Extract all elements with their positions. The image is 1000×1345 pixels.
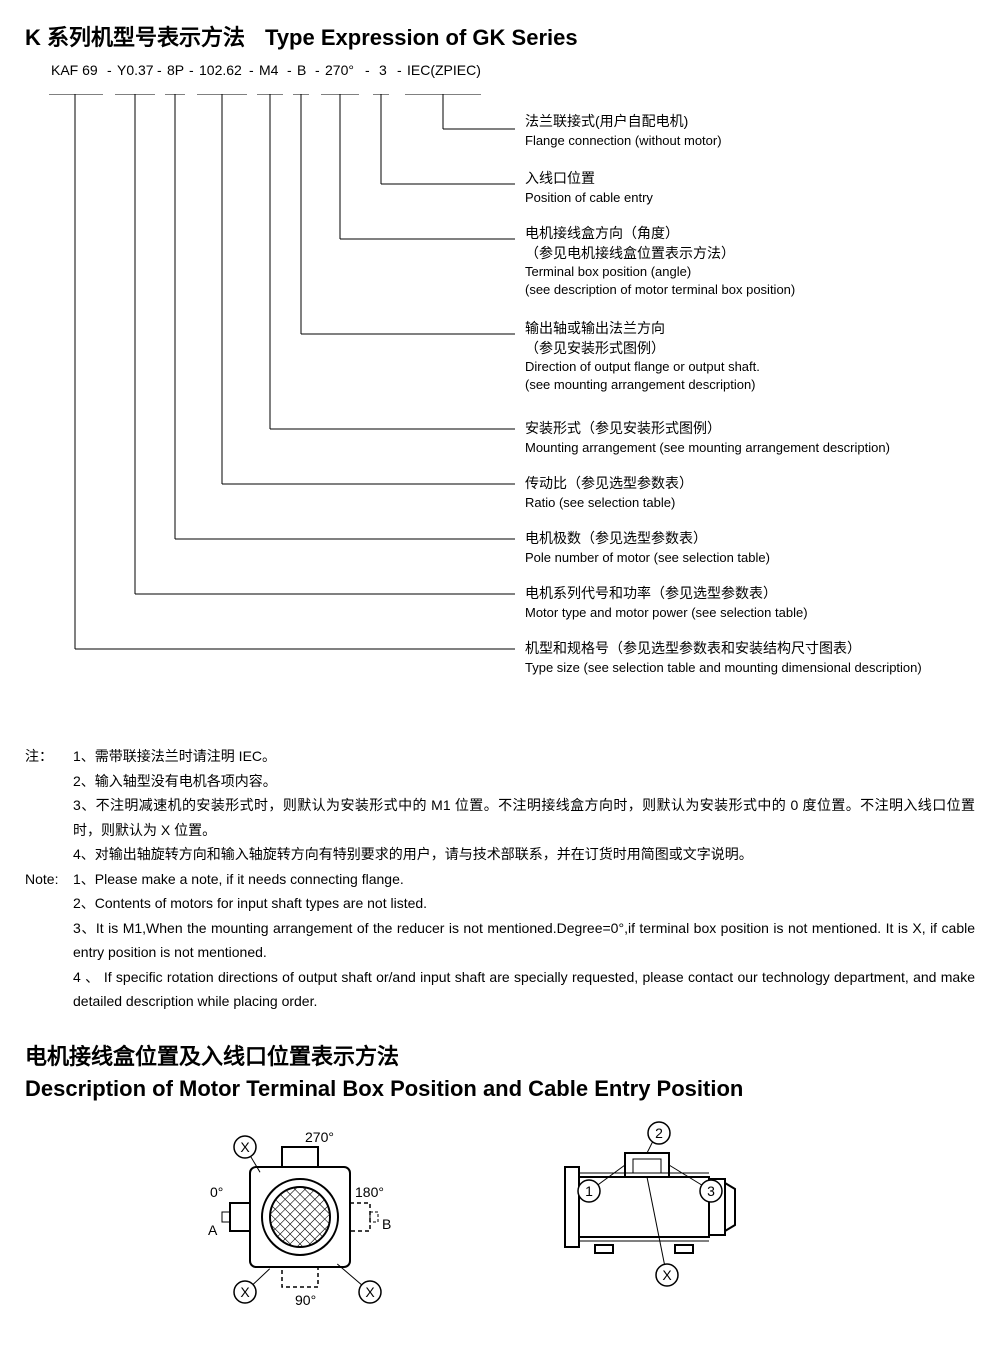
- note-text: 4 、 If specific rotation directions of o…: [73, 965, 975, 1014]
- description-block: 机型和规格号（参见选型参数表和安装结构尺寸图表）Type size (see s…: [525, 639, 922, 677]
- note-text: 1、Please make a note, if it needs connec…: [73, 867, 975, 892]
- note-label: 注：: [25, 744, 73, 769]
- code-segment: IEC(ZPIEC): [407, 62, 481, 78]
- svg-text:90°: 90°: [295, 1292, 316, 1307]
- code-segment: -: [157, 62, 162, 78]
- svg-text:X: X: [365, 1284, 375, 1300]
- note-cn-line: 注：1、需带联接法兰时请注明 IEC。: [25, 744, 975, 769]
- description-block: 输出轴或输出法兰方向（参见安装形式图例）Direction of output …: [525, 319, 760, 395]
- desc-en: Ratio (see selection table): [525, 494, 693, 512]
- code-segment: -: [189, 62, 194, 78]
- note-en-line: 3、It is M1,When the mounting arrangement…: [25, 916, 975, 965]
- desc-cn: 机型和规格号（参见选型参数表和安装结构尺寸图表）: [525, 639, 922, 659]
- note-en-line: Note:1、Please make a note, if it needs c…: [25, 867, 975, 892]
- motor-front-view: X X X 270° 90° 0° 180° A B: [185, 1117, 415, 1307]
- desc-en: Motor type and motor power (see selectio…: [525, 604, 808, 622]
- svg-text:3: 3: [707, 1183, 715, 1199]
- note-en-line: 4 、 If specific rotation directions of o…: [25, 965, 975, 1014]
- title-cn: K 系列机型号表示方法: [25, 20, 245, 52]
- desc-en: Position of cable entry: [525, 189, 653, 207]
- section2-title-en: Description of Motor Terminal Box Positi…: [25, 1076, 975, 1102]
- code-segment: 270°: [325, 62, 354, 78]
- code-segment: -: [365, 62, 370, 78]
- desc-en: Terminal box position (angle): [525, 263, 795, 281]
- desc-en: Direction of output flange or output sha…: [525, 358, 760, 376]
- section2-title-cn: 电机接线盒位置及入线口位置表示方法: [25, 1039, 975, 1071]
- svg-text:2: 2: [655, 1125, 663, 1141]
- code-segment: B: [297, 62, 306, 78]
- description-block: 电机极数（参见选型参数表）Pole number of motor (see s…: [525, 529, 770, 567]
- note-text: 1、需带联接法兰时请注明 IEC。: [73, 744, 975, 769]
- desc-cn: （参见电机接线盒位置表示方法）: [525, 244, 795, 264]
- notes-en: Note:1、Please make a note, if it needs c…: [25, 867, 975, 1014]
- desc-cn: 输出轴或输出法兰方向: [525, 319, 760, 339]
- desc-cn: 法兰联接式(用户自配电机): [525, 112, 722, 132]
- description-block: 法兰联接式(用户自配电机)Flange connection (without …: [525, 112, 722, 150]
- type-diagram: 法兰联接式(用户自配电机)Flange connection (without …: [25, 94, 975, 734]
- note-cn-line: 3、不注明减速机的安装形式时，则默认为安装形式中的 M1 位置。不注明接线盒方向…: [25, 793, 975, 842]
- desc-cn: 电机极数（参见选型参数表）: [525, 529, 770, 549]
- desc-en: Flange connection (without motor): [525, 132, 722, 150]
- svg-text:B: B: [382, 1216, 391, 1232]
- svg-text:A: A: [208, 1222, 218, 1238]
- description-block: 电机接线盒方向（角度）（参见电机接线盒位置表示方法）Terminal box p…: [525, 224, 795, 300]
- desc-cn: （参见安装形式图例）: [525, 339, 760, 359]
- desc-en: Mounting arrangement (see mounting arran…: [525, 439, 890, 457]
- note-cn-line: 2、输入轴型没有电机各项内容。: [25, 769, 975, 794]
- svg-text:X: X: [240, 1284, 250, 1300]
- note-en-line: 2、Contents of motors for input shaft typ…: [25, 891, 975, 916]
- code-segment: -: [287, 62, 292, 78]
- connector-lines: [25, 94, 525, 734]
- desc-en: (see mounting arrangement description): [525, 376, 760, 394]
- code-segment: 102.62: [199, 62, 242, 78]
- svg-text:1: 1: [585, 1183, 593, 1199]
- motor-diagrams: X X X 270° 90° 0° 180° A B 1 2 3 X: [25, 1117, 975, 1307]
- code-segment: M4: [259, 62, 278, 78]
- description-block: 电机系列代号和功率（参见选型参数表）Motor type and motor p…: [525, 584, 808, 622]
- note-text: 2、Contents of motors for input shaft typ…: [73, 891, 975, 916]
- code-segment: -: [107, 62, 112, 78]
- description-block: 传动比（参见选型参数表）Ratio (see selection table): [525, 474, 693, 512]
- description-block: 入线口位置Position of cable entry: [525, 169, 653, 207]
- desc-cn: 传动比（参见选型参数表）: [525, 474, 693, 494]
- code-segment: -: [315, 62, 320, 78]
- desc-cn: 入线口位置: [525, 169, 653, 189]
- title-en: Type Expression of GK Series: [265, 25, 578, 51]
- note-text: 2、输入轴型没有电机各项内容。: [73, 769, 975, 794]
- note-cn-line: 4、对输出轴旋转方向和输入轴旋转方向有特别要求的用户，请与技术部联系，并在订货时…: [25, 842, 975, 867]
- note-text: 3、不注明减速机的安装形式时，则默认为安装形式中的 M1 位置。不注明接线盒方向…: [73, 793, 975, 842]
- desc-cn: 电机接线盒方向（角度）: [525, 224, 795, 244]
- code-segment: -: [249, 62, 254, 78]
- note-text: 4、对输出轴旋转方向和输入轴旋转方向有特别要求的用户，请与技术部联系，并在订货时…: [73, 842, 975, 867]
- page-title-row: K 系列机型号表示方法 Type Expression of GK Series: [25, 20, 975, 52]
- code-segment: Y0.37: [117, 62, 154, 78]
- notes-section: 注：1、需带联接法兰时请注明 IEC。2、输入轴型没有电机各项内容。3、不注明减…: [25, 744, 975, 1014]
- code-segment: -: [397, 62, 402, 78]
- code-segment: 3: [379, 62, 387, 78]
- svg-text:0°: 0°: [210, 1184, 223, 1200]
- svg-text:270°: 270°: [305, 1129, 334, 1145]
- desc-cn: 安装形式（参见安装形式图例）: [525, 419, 890, 439]
- desc-en: Type size (see selection table and mount…: [525, 659, 922, 677]
- note-text: 3、It is M1,When the mounting arrangement…: [73, 916, 975, 965]
- desc-en: (see description of motor terminal box p…: [525, 281, 795, 299]
- desc-en: Pole number of motor (see selection tabl…: [525, 549, 770, 567]
- svg-text:X: X: [240, 1139, 250, 1155]
- motor-side-view: 1 2 3 X: [555, 1117, 765, 1307]
- desc-cn: 电机系列代号和功率（参见选型参数表）: [525, 584, 808, 604]
- note-label: Note:: [25, 867, 73, 892]
- svg-text:180°: 180°: [355, 1184, 384, 1200]
- code-segment: KAF 69: [51, 62, 98, 78]
- svg-text:X: X: [662, 1267, 672, 1283]
- description-block: 安装形式（参见安装形式图例）Mounting arrangement (see …: [525, 419, 890, 457]
- notes-cn: 注：1、需带联接法兰时请注明 IEC。2、输入轴型没有电机各项内容。3、不注明减…: [25, 744, 975, 867]
- code-segment: 8P: [167, 62, 184, 78]
- type-code-row: KAF 69-Y0.37-8P-102.62-M4-B-270°-3-IEC(Z…: [25, 62, 975, 86]
